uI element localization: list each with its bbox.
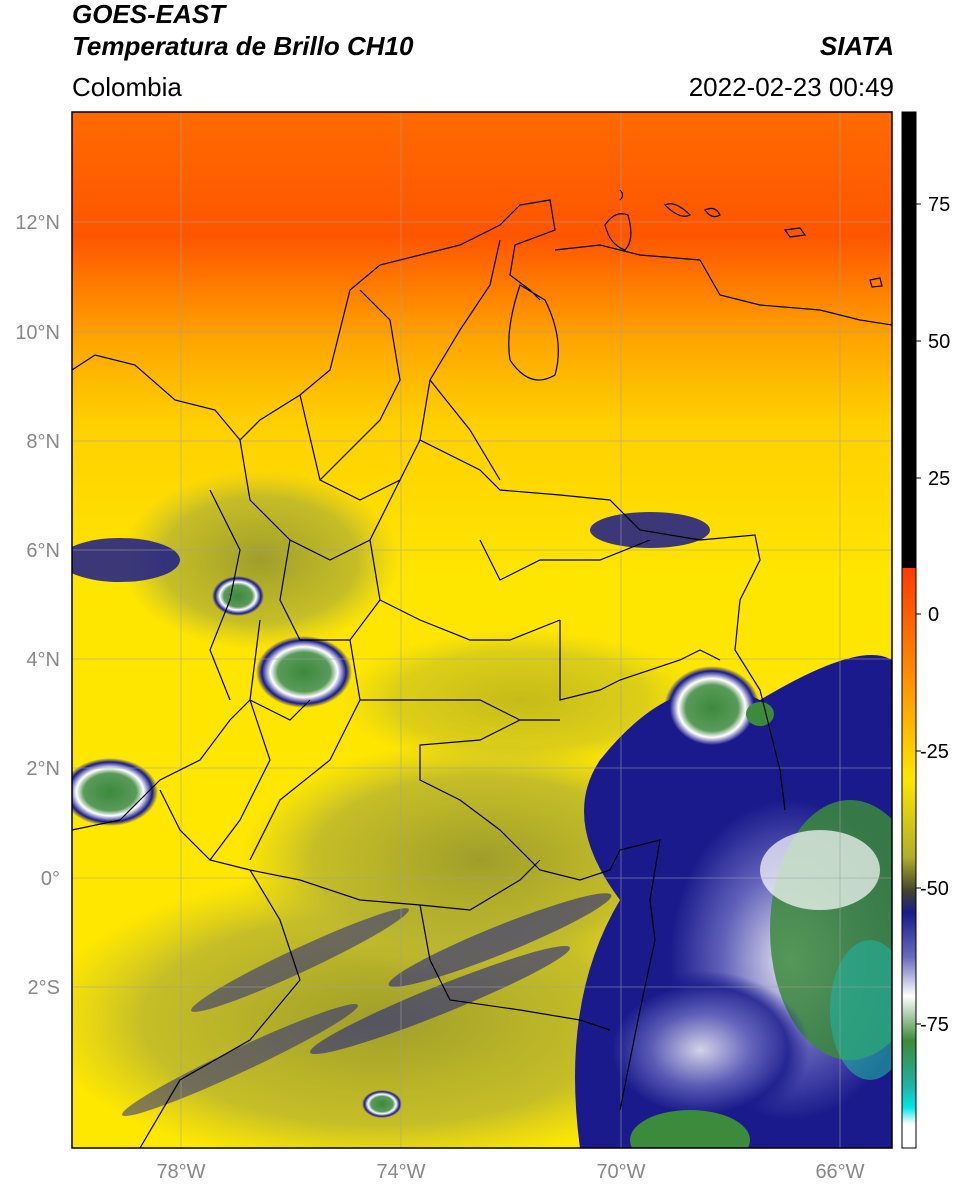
timestamp: 2022-02-23 00:49 bbox=[688, 72, 894, 102]
lat-tick-label: 12°N bbox=[15, 212, 60, 234]
colorbar-tick-label: -25 bbox=[920, 741, 949, 763]
longitude-labels: 78°W 74°W 70°W 66°W bbox=[156, 1161, 864, 1183]
lon-tick-label: 66°W bbox=[815, 1161, 864, 1183]
lat-tick-label: 8°N bbox=[26, 431, 60, 453]
lon-tick-label: 74°W bbox=[376, 1161, 425, 1183]
imagery-layer bbox=[72, 112, 892, 1148]
colorbar: 75 50 25 0 -25 -50 -75 bbox=[901, 111, 950, 1149]
lon-tick-label: 70°W bbox=[596, 1161, 645, 1183]
colorbar-tick-label: 75 bbox=[928, 194, 950, 216]
lat-tick-label: 2°N bbox=[26, 758, 60, 780]
colorbar-tick-label: -50 bbox=[920, 878, 949, 900]
satellite-name: GOES-EAST bbox=[72, 0, 226, 29]
graticule bbox=[72, 112, 892, 1148]
borders bbox=[72, 189, 892, 1148]
lat-tick-label: 10°N bbox=[15, 322, 60, 344]
lat-tick-label: 6°N bbox=[26, 540, 60, 562]
lat-tick-label: 2°S bbox=[28, 977, 60, 999]
lat-tick-label: 0° bbox=[41, 868, 60, 890]
colorbar-tick-label: -75 bbox=[920, 1014, 949, 1036]
region-label: Colombia bbox=[72, 72, 182, 102]
lat-tick-label: 4°N bbox=[26, 649, 60, 671]
colorbar-tick-label: 0 bbox=[928, 604, 939, 626]
colorbar-black-segment bbox=[902, 112, 916, 568]
colorbar-tick-label: 50 bbox=[928, 331, 950, 353]
latitude-labels: 12°N 10°N 8°N 6°N 4°N 2°N 0° 2°S bbox=[15, 212, 60, 999]
product-title: Temperatura de Brillo CH10 bbox=[72, 31, 414, 61]
map-frame bbox=[71, 111, 893, 1149]
colorbar-gradient bbox=[902, 568, 916, 1124]
brand-label: SIATA bbox=[819, 31, 894, 61]
lon-tick-label: 78°W bbox=[156, 1161, 205, 1183]
colorbar-tick-label: 25 bbox=[928, 468, 950, 490]
